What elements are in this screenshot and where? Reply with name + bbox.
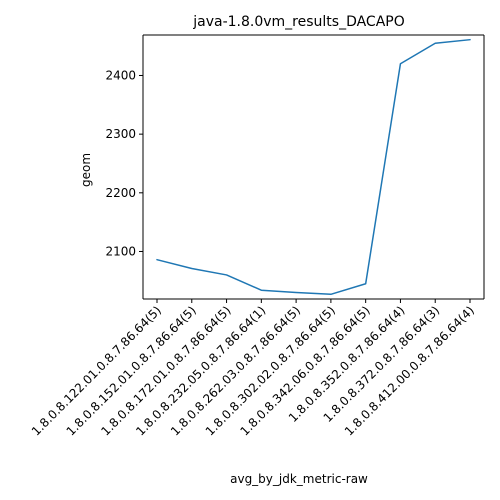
series-line — [156, 38, 471, 296]
y-axis-label: geom — [79, 153, 93, 187]
x-axis-label: avg_by_jdk_metric-raw — [230, 472, 368, 486]
y-tick-label: 2400 — [105, 68, 136, 82]
plot-area: 21002200230024001.8.0.8.122.01.0.8.7.86.… — [29, 34, 485, 439]
y-tick-label: 2100 — [105, 244, 136, 258]
y-tick-label: 2300 — [105, 127, 136, 141]
y-tick-label: 2200 — [105, 186, 136, 200]
chart-title: java-1.8.0vm_results_DACAPO — [192, 14, 405, 30]
